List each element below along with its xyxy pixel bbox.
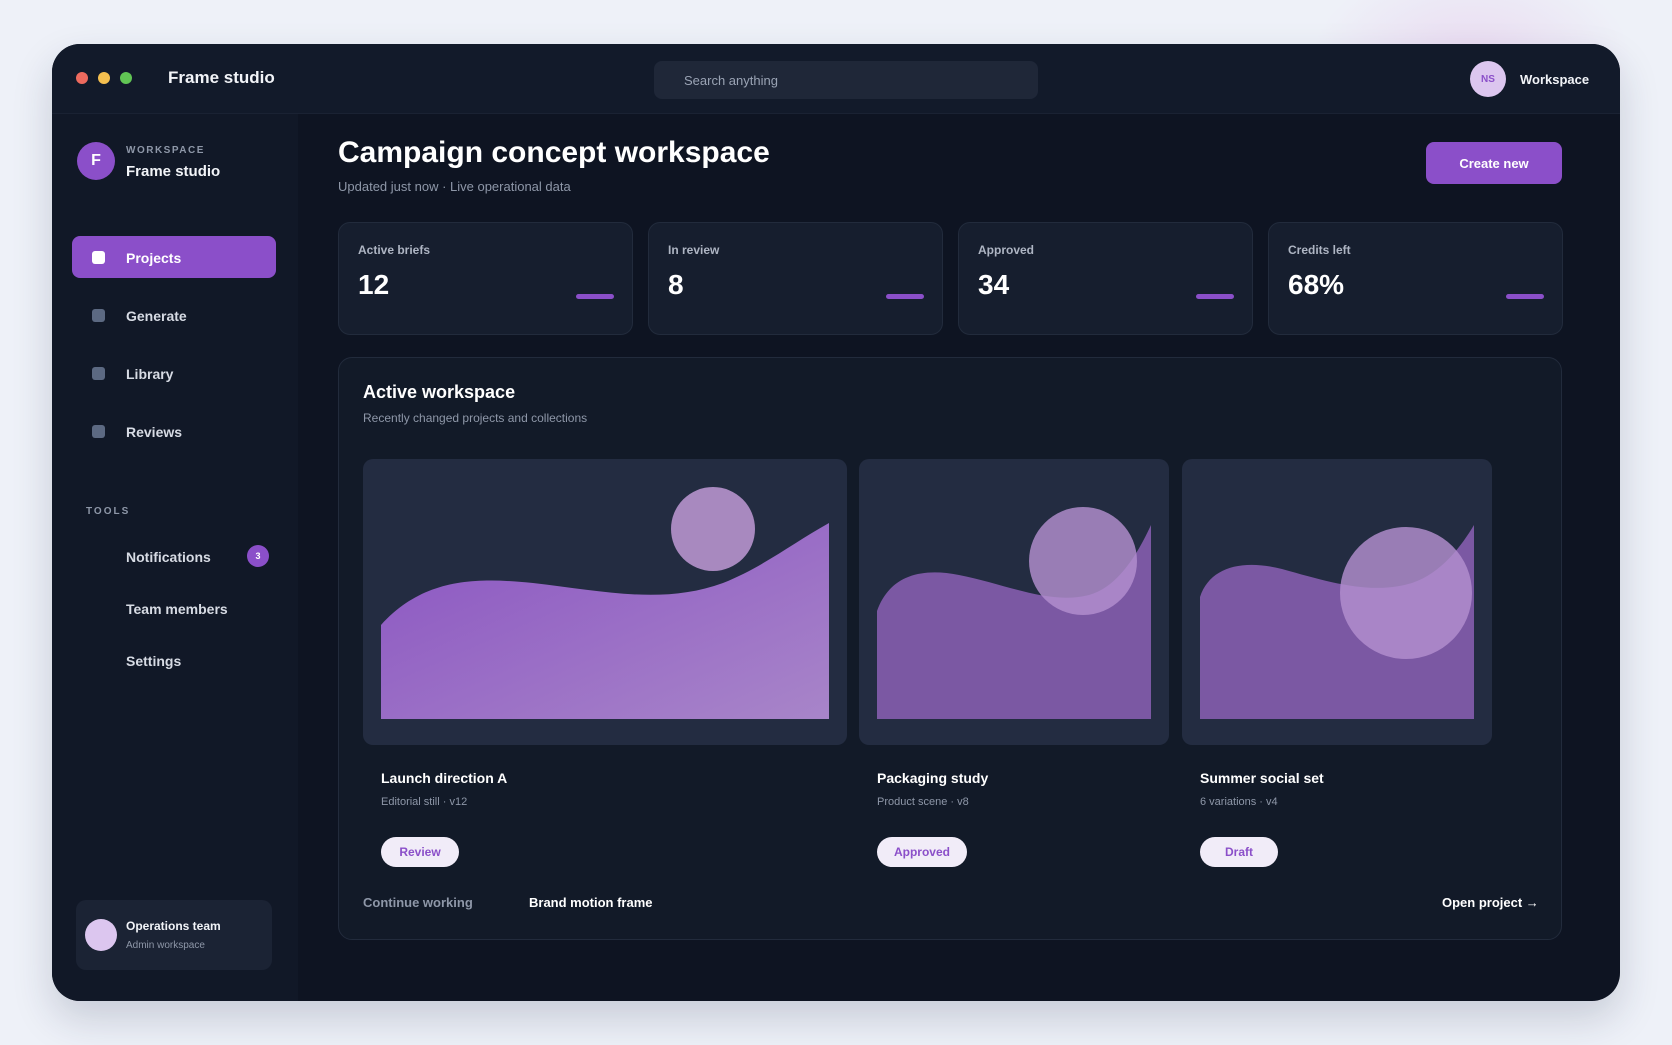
sidebar-item-label: Reviews <box>126 424 183 440</box>
page-subtitle: Updated just now · Live operational data <box>338 179 571 194</box>
reviews-icon <box>92 425 105 438</box>
current-item-link[interactable]: Brand motion frame <box>529 895 653 910</box>
sidebar-item-settings[interactable]: Settings <box>126 653 182 669</box>
team-card[interactable]: Operations team Admin workspace <box>76 900 272 970</box>
card-title[interactable]: Summer social set <box>1200 770 1324 786</box>
status-badge-draft[interactable]: Draft <box>1200 837 1278 867</box>
app-title: Frame studio <box>168 68 275 87</box>
stat-label: Active briefs <box>358 243 431 257</box>
stat-value: 34 <box>978 269 1010 300</box>
sidebar-item-label: Generate <box>126 308 187 324</box>
sidebar-item-label: Projects <box>126 250 182 266</box>
page-title: Campaign concept workspace <box>338 136 770 169</box>
user-avatar[interactable]: NS <box>1470 61 1506 97</box>
card-title[interactable]: Packaging study <box>877 770 989 786</box>
stat-accent-bar <box>1506 294 1544 299</box>
team-name: Operations team <box>126 919 221 933</box>
team-avatar <box>85 919 117 951</box>
landscape-illustration <box>877 507 1151 719</box>
stat-card-approved: Approved 34 <box>958 222 1253 335</box>
sidebar-item-generate[interactable]: Generate <box>72 294 276 336</box>
landscape-illustration <box>1200 525 1474 719</box>
stat-card-credits-left: Credits left 68% <box>1268 222 1563 335</box>
tools-section-label: TOOLS <box>86 506 131 517</box>
app-window: Frame studio Search anything NS Workspac… <box>52 44 1620 1001</box>
status-badge-approved[interactable]: Approved <box>877 837 967 867</box>
stat-accent-bar <box>576 294 614 299</box>
stat-accent-bar <box>1196 294 1234 299</box>
workspace-name: Frame studio <box>126 163 221 180</box>
status-badge-review[interactable]: Review <box>381 837 459 867</box>
stat-card-in-review: In review 8 <box>648 222 943 335</box>
panel-subtitle: Recently changed projects and collection… <box>363 411 588 425</box>
card-meta: 6 variations · v4 <box>1200 796 1278 808</box>
active-workspace-panel: Active workspace Recently changed projec… <box>338 357 1562 940</box>
search-input[interactable]: Search anything <box>654 61 1038 99</box>
window-maximize-dot[interactable] <box>120 72 132 84</box>
window-minimize-dot[interactable] <box>98 72 110 84</box>
library-icon <box>92 367 105 380</box>
window-close-dot[interactable] <box>76 72 88 84</box>
stat-card-active-briefs: Active briefs 12 <box>338 222 633 335</box>
stat-value: 8 <box>668 269 684 300</box>
card-title[interactable]: Launch direction A <box>381 770 508 786</box>
projects-icon <box>92 251 105 264</box>
panel-title: Active workspace <box>363 382 516 402</box>
workspace-menu[interactable]: Workspace <box>1520 72 1590 87</box>
workspace-avatar: F <box>77 142 115 180</box>
landscape-illustration <box>381 487 829 719</box>
workspace-kicker: WORKSPACE <box>126 145 205 156</box>
stat-label: Approved <box>978 243 1035 257</box>
notifications-count-badge: 3 <box>247 545 269 567</box>
sidebar: F WORKSPACE Frame studio Projects Genera… <box>52 114 298 1001</box>
top-bar: Frame studio Search anything NS Workspac… <box>52 44 1620 114</box>
stat-value: 68% <box>1288 269 1345 300</box>
team-subtitle: Admin workspace <box>126 940 205 951</box>
sidebar-item-label: Library <box>126 366 174 382</box>
card-meta: Product scene · v8 <box>877 796 969 808</box>
sidebar-item-reviews[interactable]: Reviews <box>72 410 276 452</box>
project-thumbnail[interactable] <box>859 459 1169 745</box>
open-project-link[interactable]: Open project → <box>1442 895 1539 910</box>
sidebar-item-projects[interactable]: Projects <box>72 236 276 278</box>
stat-label: Credits left <box>1288 243 1351 257</box>
stat-value: 12 <box>358 269 390 300</box>
search-placeholder: Search anything <box>684 73 778 88</box>
sidebar-item-team-members[interactable]: Team members <box>126 601 228 617</box>
stat-label: In review <box>668 243 720 257</box>
project-thumbnail[interactable] <box>1182 459 1492 745</box>
sidebar-item-notifications[interactable]: Notifications <box>126 549 211 565</box>
project-thumbnail[interactable] <box>363 459 847 745</box>
card-meta: Editorial still · v12 <box>381 796 468 808</box>
sidebar-item-library[interactable]: Library <box>72 352 276 394</box>
continue-working-label: Continue working <box>363 895 473 910</box>
create-new-button[interactable]: Create new <box>1426 142 1562 184</box>
stat-accent-bar <box>886 294 924 299</box>
generate-icon <box>92 309 105 322</box>
